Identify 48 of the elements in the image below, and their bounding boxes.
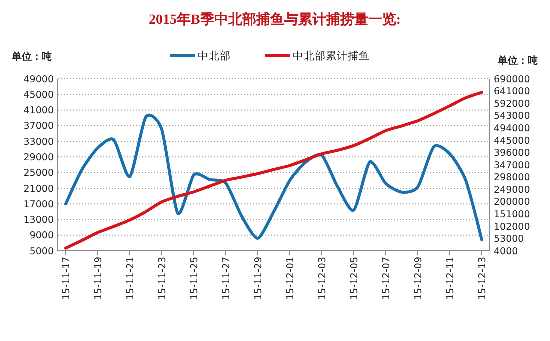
x-tick-label: 15-11-21 [126,257,136,300]
x-tick-label: 15-12-11 [446,257,456,300]
legend-label: 中北部 [198,50,231,63]
y-tick-label: 29000 [24,152,54,164]
y-axis-title: 单位：吨 [11,51,52,63]
x-tick-label: 15-12-03 [318,257,328,300]
x-tick-label: 15-12-05 [350,257,360,300]
x-tick-label: 15-12-01 [286,257,296,300]
y2-tick-label: 151000 [494,209,530,220]
y2-tick-label: 53000 [494,234,524,246]
y-tick-label: 49000 [24,74,54,86]
y-tick-label: 37000 [24,121,54,132]
y-tick-label: 5000 [30,246,54,258]
y2-tick-label: 347000 [494,160,530,172]
y2-axis-title: 单位：吨 [497,55,538,67]
y-tick-label: 33000 [24,136,54,148]
y2-tick-label: 4000 [494,246,518,258]
x-tick-label: 15-11-27 [222,257,232,300]
y2-tick-label: 200000 [494,197,530,208]
x-tick-label: 15-12-09 [414,257,424,300]
line-series [64,115,484,242]
y-tick-label: 17000 [24,199,54,210]
x-tick-label: 15-11-29 [254,257,264,300]
chart-title: 2015年B季中北部捕鱼与累计捕捞量一览: [149,11,401,28]
x-tick-label: 15-11-17 [62,257,72,300]
x-tick-label: 15-11-25 [190,257,200,300]
y2-tick-label: 298000 [494,172,530,184]
line-series [64,91,484,250]
y2-tick-label: 641000 [494,86,530,98]
y2-tick-label: 543000 [494,111,530,122]
y2-tick-label: 494000 [494,123,530,134]
y2-tick-label: 592000 [494,98,530,110]
y-tick-label: 25000 [24,168,54,180]
legend-label: 中北部累计捕鱼 [293,50,370,63]
y2-tick-label: 102000 [494,222,530,233]
y2-tick-label: 690000 [494,74,530,86]
y2-tick-label: 396000 [494,148,530,160]
y-tick-label: 21000 [24,184,54,195]
x-tick-label: 15-12-13 [478,257,488,300]
y2-tick-label: 249000 [494,184,530,196]
y-tick-label: 45000 [24,90,54,101]
x-tick-label: 15-11-23 [158,257,168,300]
y-tick-label: 13000 [24,215,54,226]
y2-tick-label: 445000 [494,136,530,147]
x-tick-label: 15-11-19 [94,257,104,300]
x-tick-label: 15-12-07 [382,257,392,300]
y-tick-label: 9000 [30,230,54,242]
y-tick-label: 41000 [24,106,54,117]
